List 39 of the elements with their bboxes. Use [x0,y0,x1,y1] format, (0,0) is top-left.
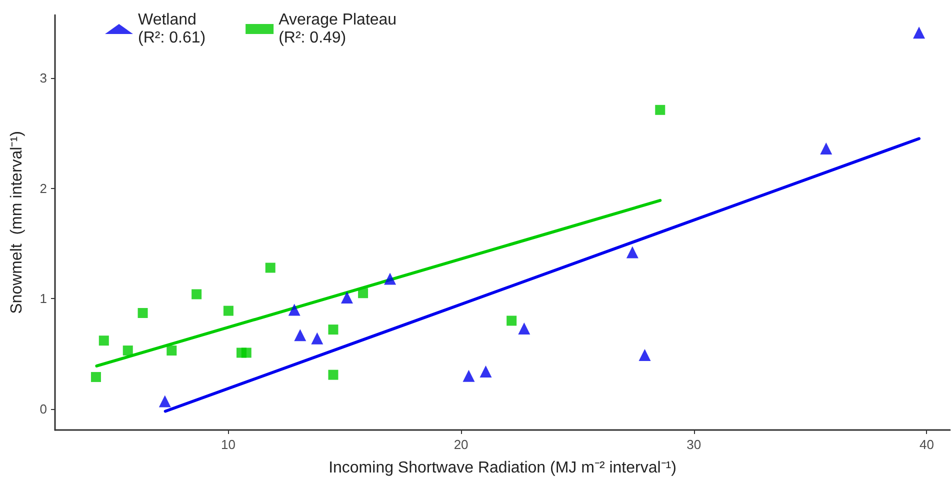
point [655,104,666,115]
legend-label: Average Plateau (R²: 0.49) [278,12,397,46]
point [384,272,396,285]
point [328,324,338,335]
point [90,372,101,382]
x-tick-label: 20 [454,437,468,452]
point [122,346,133,356]
y-tick-label: 3 [40,70,47,86]
point [913,26,926,39]
point [166,346,177,356]
point [638,348,651,361]
y-axis-title: Snowmelt (mm interval⁻¹) [8,131,26,314]
point [192,289,202,300]
x-tick-label: 40 [919,437,934,452]
point [506,316,517,326]
point [328,370,338,380]
point [518,322,530,334]
x-tick-label: 30 [686,437,702,452]
legend-label: Wetland (R²: 0.61) [138,12,206,46]
point [294,329,306,342]
x-tick-label: 10 [220,437,236,452]
point [288,304,300,316]
y-tick-label: 2 [40,180,47,196]
point [138,308,148,318]
point [480,366,492,378]
point [158,395,171,408]
y-tick-label: 1 [40,291,47,306]
point [358,288,368,298]
point [626,246,638,258]
point [311,332,324,344]
point [223,306,234,316]
point [820,142,832,155]
point [462,370,475,382]
point [241,348,252,358]
y-tick-label: 0 [40,402,47,417]
point [98,336,109,346]
point [340,292,353,304]
x-axis-title: Incoming Shortwave Radiation (MJ m⁻² interval⁻¹) [328,460,676,476]
point [265,262,276,273]
